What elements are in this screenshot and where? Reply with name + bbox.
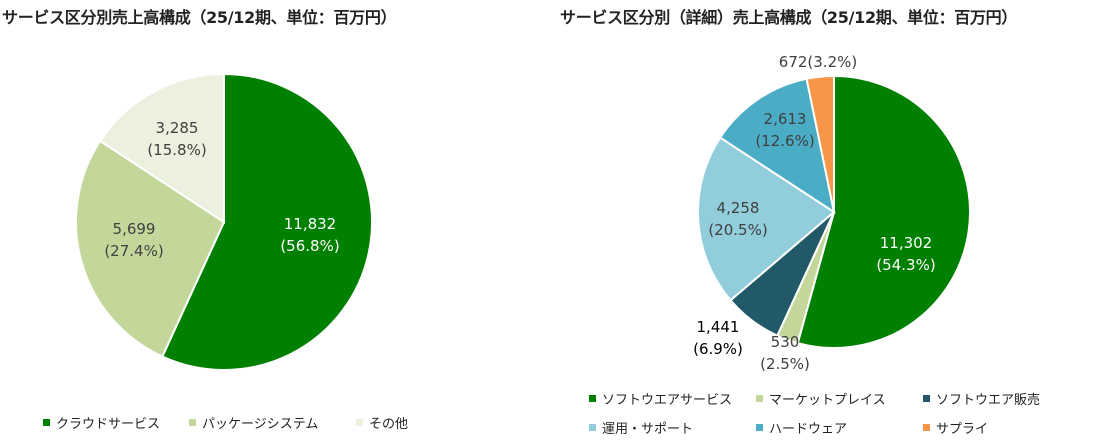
value-label: 4,258	[716, 199, 760, 217]
value-label: 11,832	[283, 215, 337, 233]
right-label-software-sales: 1,441 (6.9%)	[693, 316, 743, 360]
right-label-supply: 672(3.2%)	[779, 51, 857, 73]
legend-item: パッケージシステム	[189, 413, 318, 432]
legend-label: クラウドサービス	[56, 417, 161, 432]
legend-swatch	[589, 424, 596, 431]
percent-label: (27.4%)	[104, 242, 164, 260]
right-pie-slice-0	[796, 74, 971, 349]
legend-label: その他	[369, 417, 409, 432]
legend-item: サプライ	[923, 418, 988, 437]
value-label: 11,302	[879, 234, 933, 252]
legend-label: ソフトウエアサービス	[602, 393, 733, 408]
legend-swatch	[923, 395, 930, 402]
right-label-marketplace: 530 (2.5%)	[760, 331, 810, 375]
right-pie-slice-4	[718, 77, 836, 215]
percent-label: (2.5%)	[760, 355, 810, 373]
percent-label: (3.2%)	[807, 53, 858, 71]
value-label: 530	[770, 333, 800, 351]
legend-item: 運用・サポート	[589, 418, 693, 437]
legend-swatch	[189, 419, 196, 426]
percent-label: (56.8%)	[280, 237, 340, 255]
legend-swatch	[923, 424, 930, 431]
percent-label: (15.8%)	[147, 141, 207, 159]
legend-swatch	[356, 419, 363, 426]
value-label: 3,285	[155, 119, 199, 137]
right-label-operations: 4,258 (20.5%)	[708, 197, 767, 241]
left-label-cloud: 11,832 (56.8%)	[280, 213, 339, 257]
value-label: 2,613	[763, 110, 807, 128]
left-label-package: 5,699 (27.4%)	[104, 218, 163, 262]
value-label: 5,699	[112, 220, 156, 238]
percent-label: (6.9%)	[693, 340, 743, 358]
legend-swatch	[43, 419, 50, 426]
legend-label: マーケットプレイス	[769, 393, 886, 408]
right-chart-title: サービス区分別（詳細）売上高構成（25/12期、単位：百万円）	[560, 8, 1018, 27]
left-pie-slice-2	[98, 72, 225, 224]
right-pie-slice-3	[697, 136, 836, 302]
legend-item: クラウドサービス	[43, 413, 160, 432]
legend-item: マーケットプレイス	[756, 389, 886, 408]
legend-label: ソフトウエア販売	[936, 393, 1041, 408]
legend-label: 運用・サポート	[602, 422, 694, 437]
legend-label: パッケージシステム	[202, 417, 319, 432]
legend-item: ソフトウエア販売	[923, 389, 1040, 408]
right-label-hardware: 2,613 (12.6%)	[755, 108, 814, 152]
left-pie-slice-1	[75, 139, 226, 358]
legend-label: サプライ	[936, 422, 989, 437]
percent-label: (12.6%)	[755, 132, 815, 150]
percent-label: (54.3%)	[876, 256, 936, 274]
legend-swatch	[589, 395, 596, 402]
legend-label: ハードウェア	[769, 422, 848, 437]
legend-swatch	[756, 395, 763, 402]
right-label-software-service: 11,302 (54.3%)	[876, 232, 935, 276]
value-label: 672	[778, 53, 808, 71]
left-label-other: 3,285 (15.8%)	[147, 117, 206, 161]
left-chart-title: サービス区分別売上高構成（25/12期、単位：百万円）	[2, 8, 397, 27]
legend-item: その他	[356, 413, 408, 432]
legend-swatch	[756, 424, 763, 431]
percent-label: (20.5%)	[708, 221, 768, 239]
value-label: 1,441	[696, 318, 740, 336]
left-pie-slice-0	[161, 72, 373, 371]
right-pie-slice-5	[805, 74, 835, 213]
legend-item: ハードウェア	[756, 418, 847, 437]
legend-item: ソフトウエアサービス	[589, 389, 732, 408]
